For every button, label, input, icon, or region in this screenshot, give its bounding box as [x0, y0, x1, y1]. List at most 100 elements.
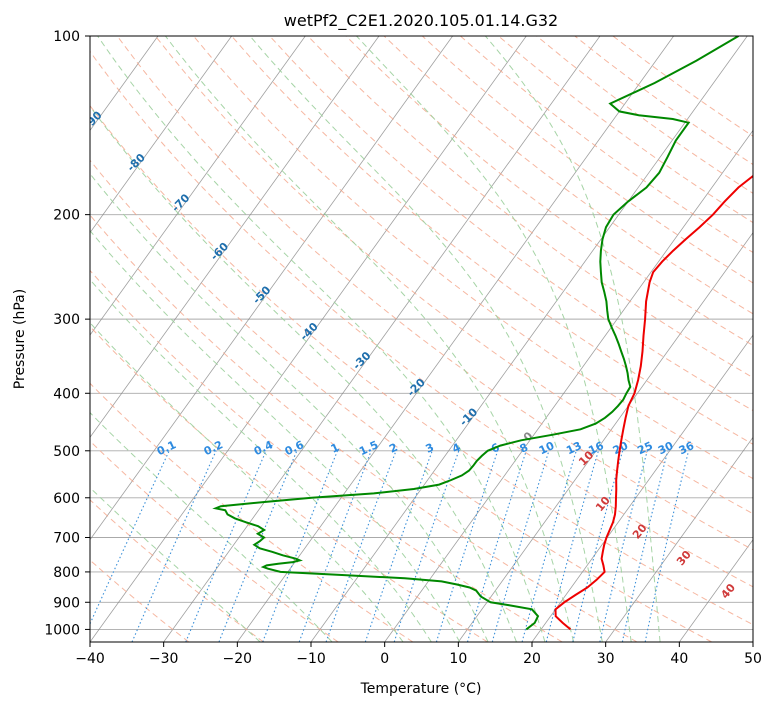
- dry-adiabat-line: [90, 50, 753, 588]
- x-axis-label: Temperature (°C): [360, 681, 482, 697]
- isotherm-line: [0, 36, 11, 642]
- moist-adiabat-line: [90, 229, 461, 642]
- mixing-ratio-line: [393, 450, 460, 642]
- grid-lines: [0, 36, 753, 642]
- dry-adiabat-line: [90, 269, 563, 642]
- mixing-ratio-line: [218, 450, 298, 642]
- isotherm-line: [458, 232, 753, 642]
- x-tick-label: 50: [744, 651, 762, 667]
- mixing-ratio-label: 0.2: [202, 438, 225, 458]
- x-tick-label: 30: [597, 651, 615, 667]
- dry-adiabat-line: [116, 36, 753, 551]
- isotherm-label: -60: [208, 240, 231, 263]
- y-tick-label: 200: [53, 208, 80, 224]
- temperature-profile-line: [554, 174, 753, 631]
- mixing-ratio-line: [644, 450, 690, 642]
- dry-adiabat-line: [193, 36, 753, 480]
- dry-adiabat-line: [269, 36, 753, 412]
- reference-lines: [90, 36, 753, 642]
- isotherm-line: [605, 436, 753, 642]
- dry-adiabat-line: [498, 36, 753, 224]
- mixing-ratio-label: 16: [586, 439, 606, 457]
- dry-adiabat-line: [155, 36, 753, 515]
- dry-adiabat-line: [90, 159, 712, 642]
- dry-adiabat-label: 20: [630, 521, 650, 541]
- isotherm-line: [90, 36, 306, 336]
- y-tick-label: 300: [53, 312, 80, 328]
- dry-adiabat-label: 30: [674, 548, 694, 568]
- mixing-ratio-line: [572, 450, 624, 642]
- dewpoint-profile-line: [212, 36, 740, 631]
- mixing-ratio-line: [298, 450, 372, 642]
- isotherm-label: -50: [250, 283, 273, 306]
- mixing-ratio-label: 36: [677, 439, 697, 457]
- moist-adiabat-line: [90, 321, 404, 642]
- mixing-ratio-label: 25: [635, 439, 654, 457]
- mixing-ratio-label: 1: [329, 441, 341, 456]
- mixing-ratio-line: [435, 450, 499, 642]
- mixing-ratio-line: [621, 450, 669, 642]
- y-tick-label: 100: [53, 29, 80, 45]
- mixing-ratio-label: 3: [424, 441, 436, 456]
- dry-adiabat-line: [612, 36, 753, 137]
- isotherm-label: -70: [169, 191, 192, 214]
- y-tick-label: 600: [53, 491, 80, 507]
- isotherm-label: -20: [405, 376, 428, 399]
- x-tick-label: −10: [296, 651, 326, 667]
- moist-adiabat-line: [356, 36, 632, 642]
- isotherm-label: -10: [457, 405, 480, 428]
- mixing-ratio-label: 2: [387, 441, 399, 456]
- isotherm-line: [237, 36, 674, 642]
- mixing-ratio-line: [599, 450, 648, 642]
- dry-adiabat-line: [231, 36, 753, 445]
- moist-adiabat-line: [249, 36, 603, 642]
- isotherm-label: -30: [350, 349, 373, 372]
- y-axis-label: Pressure (hPa): [12, 289, 28, 389]
- plot-frame: [89, 35, 754, 643]
- isotherm-label: -40: [298, 320, 321, 343]
- profile-series: [212, 36, 753, 631]
- mixing-ratio-label: 0.1: [155, 438, 178, 458]
- isotherm-line: [752, 641, 753, 642]
- mixing-ratio-label: 30: [656, 439, 676, 457]
- mixing-ratio-line: [325, 450, 397, 642]
- isotherm-line: [90, 36, 453, 541]
- x-tick-label: 10: [449, 651, 467, 667]
- dry-adiabat-line: [90, 382, 414, 642]
- dry-adiabat-line: [421, 36, 753, 284]
- mixing-ratio-line: [364, 450, 433, 642]
- mixing-ratio-label: 0.6: [283, 438, 306, 458]
- mixing-ratio-label: 10: [537, 439, 557, 457]
- x-tick-label: −40: [75, 651, 105, 667]
- isotherm-line: [90, 36, 380, 439]
- mixing-ratio-line: [466, 450, 527, 642]
- moist-adiabat-line: [485, 36, 661, 642]
- y-tick-label: 700: [53, 531, 80, 547]
- isotherm-line: [163, 36, 601, 642]
- mixing-ratio-label: 13: [564, 439, 583, 457]
- mixing-ratio-line: [262, 450, 339, 642]
- dry-adiabat-line: [90, 325, 488, 642]
- isotherm-line: [384, 129, 753, 642]
- mixing-ratio-line: [491, 450, 550, 642]
- moist-adiabat-line: [90, 278, 432, 642]
- dry-adiabat-line: [307, 36, 753, 379]
- mixing-ratio-label: 4: [450, 441, 463, 456]
- isotherm-line: [90, 36, 527, 642]
- y-tick-label: 900: [53, 595, 80, 611]
- moist-adiabat-line: [90, 173, 489, 642]
- dry-adiabat-line: [90, 440, 339, 642]
- mixing-ratio-label: 1.5: [357, 438, 380, 458]
- x-tick-label: 40: [670, 651, 688, 667]
- isotherm-line: [679, 539, 753, 642]
- moist-adiabat-line: [165, 36, 575, 642]
- dry-adiabat-line: [90, 104, 753, 626]
- mixing-ratio-label: 0.4: [252, 438, 275, 458]
- y-tick-label: 500: [53, 444, 80, 460]
- dry-adiabat-line: [90, 499, 264, 642]
- isotherm-label: -100: [46, 48, 75, 77]
- y-tick-label: 1000: [44, 622, 80, 638]
- isotherm-label: -90: [81, 108, 104, 131]
- chart-title: wetPf2_C2E1.2020.105.01.14.G32: [284, 11, 558, 31]
